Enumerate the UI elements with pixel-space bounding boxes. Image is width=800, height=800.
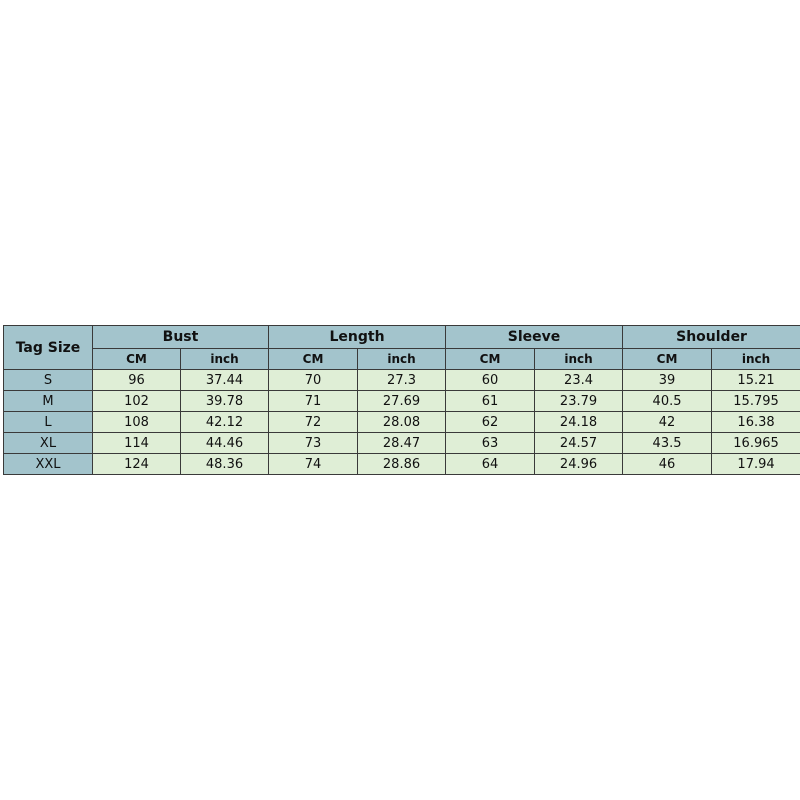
unit-header-row: CM inch CM inch CM inch CM inch [4,348,800,370]
value-cell: 43.5 [622,432,713,454]
value-cell: 42 [622,411,713,433]
value-cell: 108 [92,411,181,433]
table-row: M 102 39.78 71 27.69 61 23.79 40.5 15.795 [3,390,800,412]
value-cell: 73 [268,432,359,454]
shoulder-header: Shoulder [622,325,800,349]
value-cell: 17.94 [711,453,800,475]
value-cell: 40.5 [622,390,713,412]
value-cell: 28.08 [357,411,447,433]
value-cell: 64 [445,453,536,475]
value-cell: 46 [622,453,713,475]
value-cell: 27.69 [357,390,447,412]
table-row: S 96 37.44 70 27.3 60 23.4 39 15.21 [3,369,800,391]
value-cell: 28.86 [357,453,447,475]
unit-inch-header: inch [711,348,800,370]
value-cell: 70 [268,369,359,391]
value-cell: 61 [445,390,536,412]
unit-inch-header: inch [357,348,447,370]
size-cell: XL [3,432,93,454]
value-cell: 24.57 [534,432,624,454]
value-cell: 63 [445,432,536,454]
value-cell: 28.47 [357,432,447,454]
value-cell: 16.965 [711,432,800,454]
value-cell: 16.38 [711,411,800,433]
value-cell: 23.4 [534,369,624,391]
group-header-row: Tag Size Bust Length Sleeve Shoulder [3,325,800,370]
value-cell: 15.21 [711,369,800,391]
size-chart-table: Tag Size Bust Length Sleeve Shoulder CM … [3,325,800,475]
value-cell: 102 [92,390,181,412]
value-cell: 15.795 [711,390,800,412]
unit-cm-header: CM [622,348,713,370]
value-cell: 62 [445,411,536,433]
table-row: L 108 42.12 72 28.08 62 24.18 42 16.38 [3,411,800,433]
value-cell: 23.79 [534,390,624,412]
value-cell: 60 [445,369,536,391]
size-cell: XXL [3,453,93,475]
sleeve-header: Sleeve [445,325,624,349]
length-header: Length [268,325,447,349]
unit-inch-header: inch [534,348,624,370]
unit-inch-header: inch [179,348,270,370]
value-cell: 71 [268,390,359,412]
value-cell: 42.12 [179,411,270,433]
bust-header: Bust [91,325,270,349]
size-cell: S [3,369,93,391]
tag-size-header: Tag Size [3,325,93,370]
value-cell: 39.78 [179,390,270,412]
value-cell: 74 [268,453,359,475]
value-cell: 24.18 [534,411,624,433]
size-cell: L [3,411,93,433]
value-cell: 27.3 [357,369,447,391]
value-cell: 39 [622,369,713,391]
value-cell: 124 [92,453,181,475]
unit-cm-header: CM [268,348,359,370]
value-cell: 72 [268,411,359,433]
size-cell: M [3,390,93,412]
value-cell: 114 [92,432,181,454]
table-row: XXL 124 48.36 74 28.86 64 24.96 46 17.94 [3,453,800,475]
value-cell: 24.96 [534,453,624,475]
unit-cm-header: CM [445,348,536,370]
table-row: XL 114 44.46 73 28.47 63 24.57 43.5 16.965 [3,432,800,454]
value-cell: 48.36 [179,453,270,475]
value-cell: 96 [92,369,181,391]
value-cell: 37.44 [179,369,270,391]
unit-cm-header: CM [92,348,181,370]
value-cell: 44.46 [179,432,270,454]
